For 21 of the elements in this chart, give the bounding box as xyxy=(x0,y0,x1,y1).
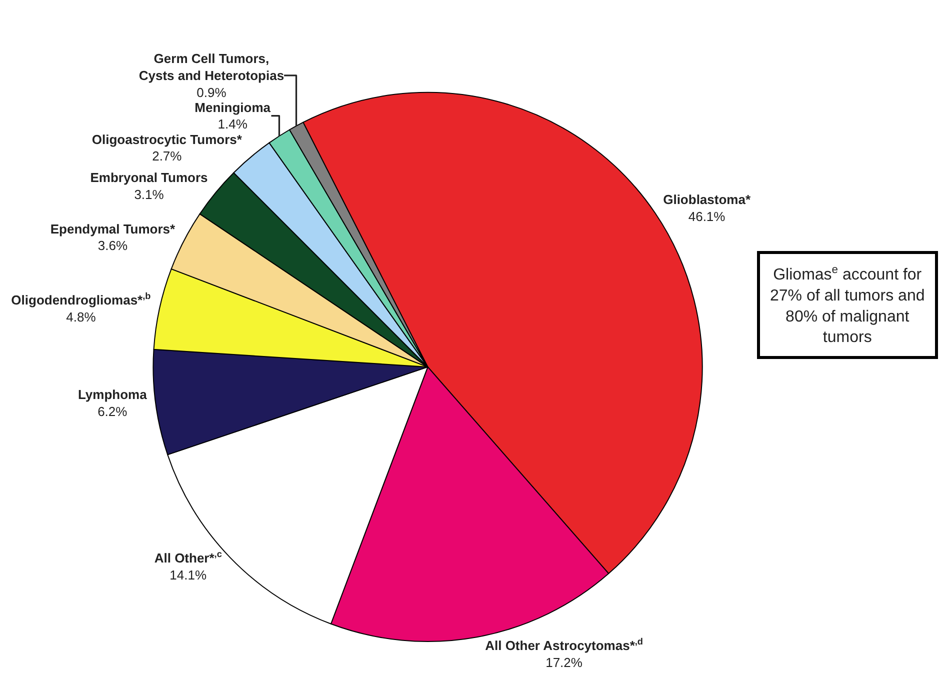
data-label: 3.1% xyxy=(134,187,164,202)
slice-label: Glioblastoma* xyxy=(663,192,752,208)
data-label: 1.4% xyxy=(218,116,248,132)
slice-label: Ependymal Tumors* xyxy=(50,221,176,236)
slice-label: Oligoastrocytic Tumors* xyxy=(92,132,243,147)
data-label: 6.2% xyxy=(98,404,128,419)
slice-label: Germ Cell Tumors, Cysts and Heterotopias xyxy=(138,51,284,83)
data-label: 4.8% xyxy=(66,309,96,324)
data-label: 2.7% xyxy=(152,148,182,164)
data-label: 3.6% xyxy=(98,238,128,254)
slice-label: All Other*$^{,c}$ xyxy=(154,549,222,566)
text: Gliomas$^{e}$ account for 27% of all tumors and 80% of malignant tumors xyxy=(770,264,925,346)
slice-label: All Other Astrocytomas*$^{,d}$ xyxy=(485,636,643,654)
data-label: 46.1% xyxy=(688,208,726,224)
slice-label: Embryonal Tumors xyxy=(90,170,208,186)
slice-label: Meningioma xyxy=(194,100,272,115)
slice-label: Oligodendrogliomas*$^{,b}$ xyxy=(11,291,152,308)
data-label: 0.9% xyxy=(196,84,227,100)
data-label: 14.1% xyxy=(170,567,207,582)
slice-label: Lymphoma xyxy=(78,387,148,402)
data-label: 17.2% xyxy=(546,654,583,670)
